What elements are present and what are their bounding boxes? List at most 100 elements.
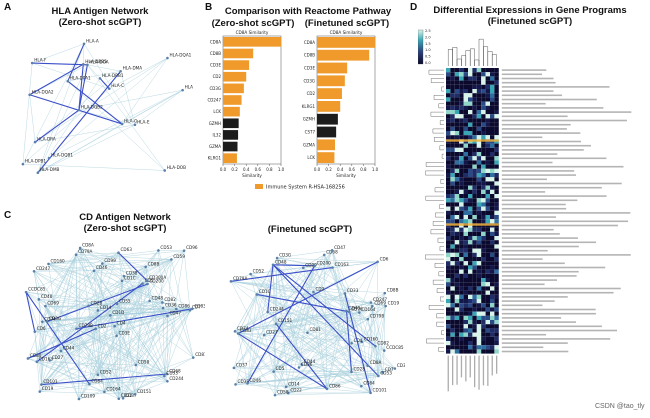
network-node-label: CD244 xyxy=(169,376,183,381)
heatmap-cell xyxy=(494,173,499,178)
heatmap-cell xyxy=(476,257,482,262)
network-edge xyxy=(78,374,99,400)
row-label xyxy=(501,123,571,126)
heatmap-cell xyxy=(450,210,455,215)
network-node xyxy=(301,266,305,270)
heatmap-cell xyxy=(454,286,460,291)
network-node-label: CD48 xyxy=(152,295,164,300)
heatmap-cell xyxy=(476,173,482,178)
heatmap-cell xyxy=(476,156,482,161)
heatmap-cell xyxy=(490,185,495,190)
heatmap-cell xyxy=(450,164,455,169)
heatmap-cell xyxy=(481,80,486,85)
heatmap-cell xyxy=(446,160,451,165)
heatmap-cell xyxy=(472,299,477,304)
colorbar-tick-label: 1.0 xyxy=(425,48,431,52)
heatmap-cell xyxy=(481,307,486,312)
heatmap-cell xyxy=(490,173,495,178)
heatmap-cell xyxy=(494,290,499,295)
heatmap-cell xyxy=(472,349,477,354)
network-node-label: CD44 xyxy=(304,359,316,364)
network-edge xyxy=(370,306,373,393)
heatmap-cell xyxy=(472,147,477,152)
heatmap-cell xyxy=(450,68,455,73)
x-tick-label: 0.4 xyxy=(243,167,250,172)
network-edge xyxy=(37,109,80,173)
heatmap-cell xyxy=(494,252,499,257)
heatmap-cell xyxy=(468,72,473,77)
heatmap-cell xyxy=(490,168,495,173)
heatmap-cell xyxy=(490,198,495,203)
network-edge-strong xyxy=(237,261,378,335)
heatmap-cell xyxy=(490,160,495,165)
network-node-label: CD27 xyxy=(52,355,64,360)
heatmap-cell xyxy=(494,164,499,169)
network-node xyxy=(21,162,25,166)
bar-category-label: KLRG1 xyxy=(302,104,316,109)
network-node xyxy=(30,61,34,65)
heatmap-cell xyxy=(494,114,499,119)
network-node-label: CD27 xyxy=(266,330,278,335)
network-edge xyxy=(233,367,289,394)
network-edge xyxy=(34,259,172,272)
network-edge xyxy=(382,350,385,373)
heatmap-cell xyxy=(472,341,477,346)
network-edge xyxy=(275,250,333,324)
network-node-label: CD68 xyxy=(326,249,338,254)
network-edge xyxy=(114,302,163,327)
chart-title: CD8A Similarity xyxy=(236,30,269,35)
network-node-label: HLA-C xyxy=(111,83,124,88)
heatmap-cell xyxy=(472,189,477,194)
heatmap-cell xyxy=(454,110,460,115)
network-node xyxy=(233,330,237,333)
dendrogram-branch xyxy=(430,78,444,83)
heatmap-cell xyxy=(454,303,460,308)
heatmap-cell xyxy=(485,231,490,236)
heatmap-cells xyxy=(446,68,499,354)
watermark: CSDN @tao_tly xyxy=(595,403,645,410)
heatmap-cell xyxy=(446,76,451,81)
network-node-label: CD109 xyxy=(81,393,95,398)
network-node-label: CD151 xyxy=(137,389,151,394)
heatmap-cell xyxy=(446,173,451,178)
heatmap-cell xyxy=(468,324,473,329)
heatmap-cell xyxy=(463,118,468,123)
heatmap-cell xyxy=(476,152,482,157)
heatmap-cell xyxy=(446,315,451,320)
network-edge xyxy=(384,293,386,351)
network-edge xyxy=(230,281,268,313)
heatmap-cell xyxy=(468,76,473,81)
network-edge xyxy=(88,275,125,306)
heatmap-cell xyxy=(459,185,464,190)
heatmap-cell xyxy=(450,278,455,283)
heatmap-cell xyxy=(494,143,499,148)
network-edge xyxy=(234,264,274,332)
dendrogram-branch xyxy=(428,305,444,310)
heatmap-cell xyxy=(459,320,464,325)
heatmap-cell xyxy=(476,198,482,203)
heatmap-cell xyxy=(481,181,486,186)
heatmap-cell xyxy=(459,181,464,186)
network-edge xyxy=(95,328,168,382)
heatmap-cell xyxy=(446,185,451,190)
row-label xyxy=(501,161,553,164)
heatmap-cell xyxy=(454,219,460,224)
heatmap-cell xyxy=(463,219,468,224)
heatmap-cell xyxy=(450,236,455,241)
network-edge xyxy=(134,89,183,126)
network-node-label: CD14 xyxy=(100,305,112,310)
heatmap-cell xyxy=(459,261,464,266)
network-edge xyxy=(230,273,251,282)
heatmap-cell xyxy=(485,328,490,333)
network-edge xyxy=(48,263,124,277)
heatmap-cell xyxy=(481,84,486,89)
heatmap-cell xyxy=(476,131,482,136)
network-node xyxy=(82,42,86,46)
heatmap-cell xyxy=(476,282,482,287)
heatmap-cell xyxy=(450,328,455,333)
network-node xyxy=(181,88,184,92)
heatmap-cell xyxy=(459,97,464,102)
heatmap-cell xyxy=(476,177,482,182)
heatmap-cell xyxy=(463,206,468,211)
network-edge xyxy=(42,321,80,400)
